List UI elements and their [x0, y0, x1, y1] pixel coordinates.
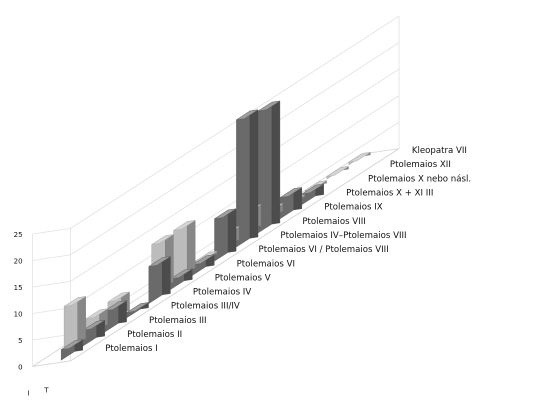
- bar-1-9: [258, 100, 281, 234]
- bar-1-4: [148, 256, 171, 304]
- bar-0-13: [326, 166, 349, 180]
- category-label-2: Ptolemaios III: [149, 316, 207, 326]
- gridline-5: [70, 15, 400, 229]
- bar-1-5: [170, 268, 193, 290]
- y-tick-label-4: 20: [14, 257, 23, 265]
- y-tick-label-1: 5: [18, 337, 22, 345]
- category-label-8: Ptolemaios IV–Ptolemaios VIII: [280, 231, 406, 241]
- side-gridline-5: [32, 227, 71, 235]
- side-gridline-3: [32, 280, 71, 288]
- category-label-3: Ptolemaios III/IV: [171, 302, 240, 312]
- category-label-6: Ptolemaios VI: [237, 259, 295, 269]
- category-label-11: Ptolemaios X + XI III: [346, 189, 433, 199]
- bar-1-2: [104, 300, 127, 333]
- bar-0-1: [63, 296, 86, 350]
- gridline-2: [70, 95, 400, 309]
- category-label-10: Ptolemaios IX: [324, 203, 383, 213]
- bar-1-3: [126, 302, 149, 319]
- category-label-13: Ptolemaios XII: [390, 160, 451, 170]
- y-tick-label-3: 15: [14, 284, 23, 292]
- gridline-3: [70, 68, 400, 282]
- bars-layer: [61, 100, 371, 361]
- bar-0-14: [348, 152, 371, 166]
- category-label-7: Ptolemaios VI / Ptolemaios VIII: [259, 245, 389, 255]
- y-tick-label-5: 25: [14, 231, 23, 239]
- grid-layer: [32, 15, 400, 367]
- gridline-4: [70, 42, 400, 256]
- bar-1-11: [301, 183, 324, 205]
- side-gridline-4: [32, 254, 71, 261]
- series-label-0: I: [27, 389, 29, 397]
- bar-1-10: [280, 187, 302, 220]
- y-tick-label-2: 10: [14, 310, 23, 318]
- bar-1-6: [192, 254, 215, 276]
- bar-1-7: [214, 208, 237, 262]
- category-label-5: Ptolemaios V: [215, 273, 271, 283]
- category-label-4: Ptolemaios IV: [193, 288, 252, 298]
- bar-0-6: [173, 220, 196, 279]
- category-label-1: Ptolemaios II: [127, 330, 182, 340]
- bar-1-0: [61, 339, 84, 361]
- category-label-14: Kleopatra VII: [412, 146, 467, 156]
- bar-1-8: [236, 109, 259, 248]
- y-tick-label-0: 0: [18, 363, 22, 371]
- labels-layer: 0 5 10 15 20 25 Ptolemaios I Ptolemaios II Ptole…: [14, 146, 471, 397]
- category-label-12: Ptolemaios X nebo násl.: [368, 174, 471, 184]
- category-label-9: Ptolemaios VIII: [302, 217, 365, 227]
- series-label-1: T: [43, 387, 49, 395]
- category-label-0: Ptolemaios I: [105, 344, 158, 354]
- bar-1-1: [82, 319, 105, 347]
